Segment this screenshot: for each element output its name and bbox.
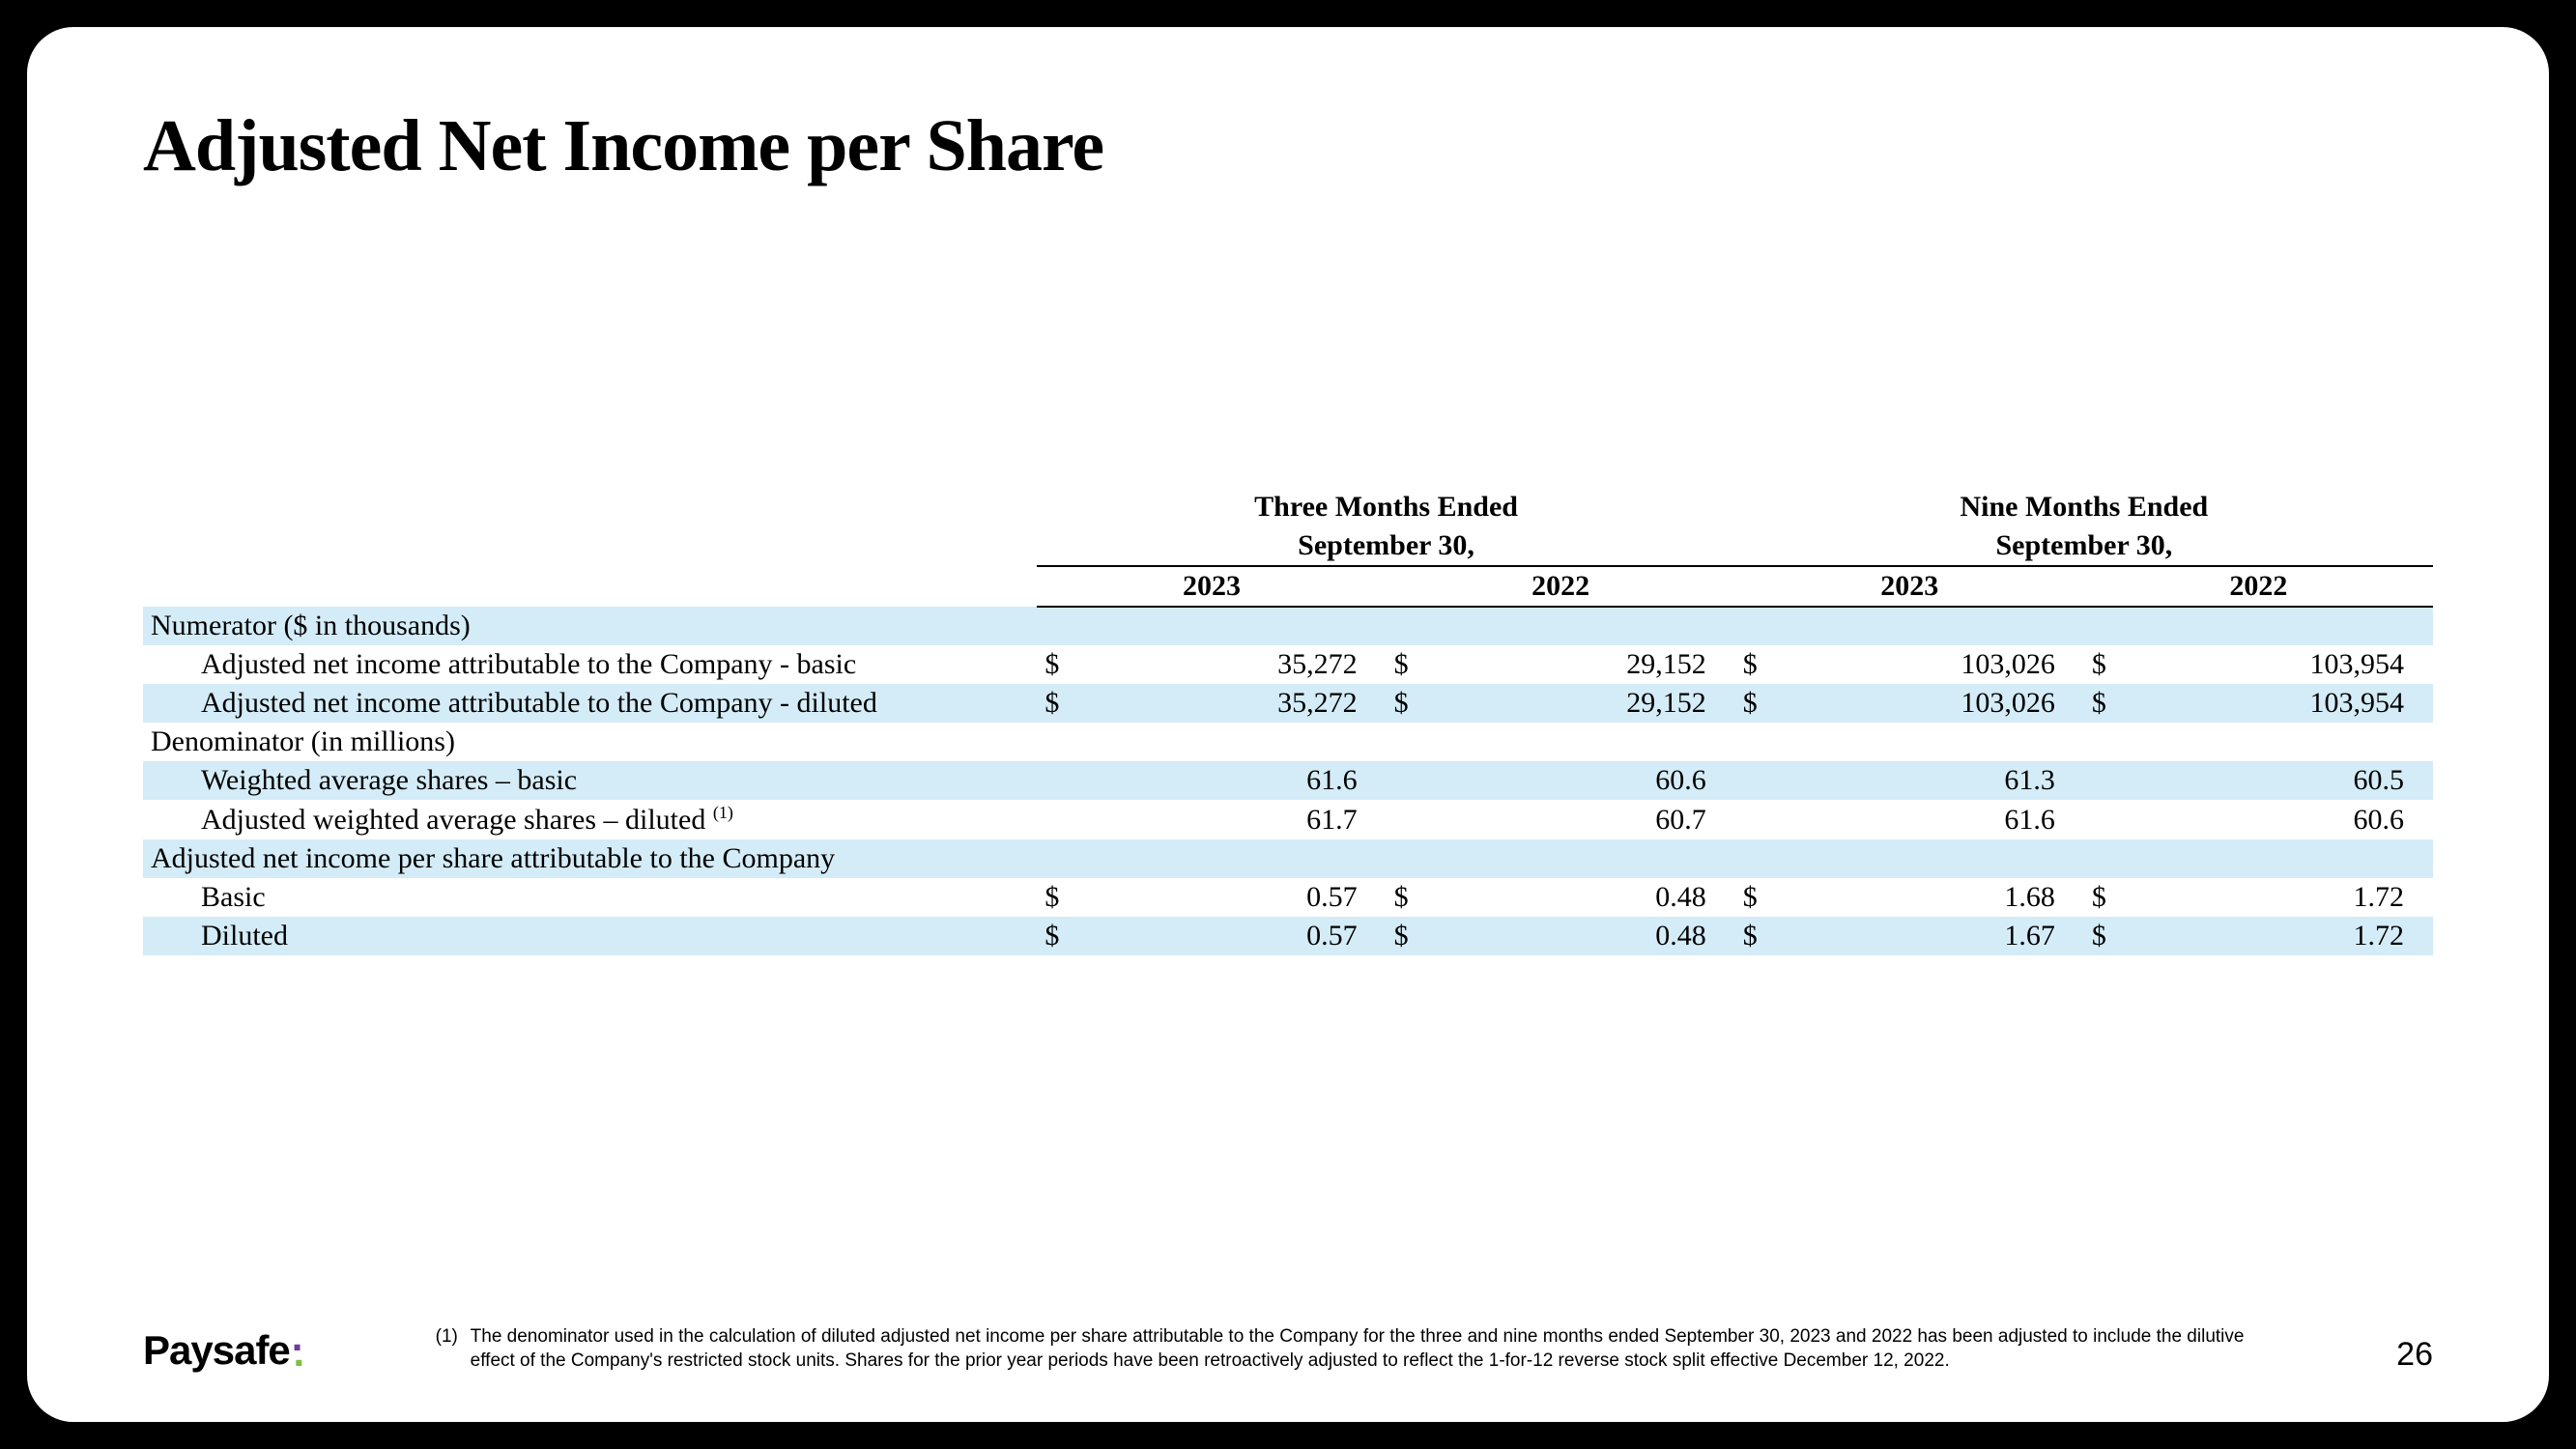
- ani-basic-row: Adjusted net income attributable to the …: [143, 645, 2433, 684]
- cell-val: 61.6: [1081, 761, 1387, 800]
- year-header-row: 2023 2022 2023 2022: [143, 566, 2433, 607]
- ani-diluted-label: Adjusted net income attributable to the …: [143, 684, 1037, 723]
- ps-basic-row: Basic $ 0.57 $ 0.48 $ 1.68 $ 1.72: [143, 878, 2433, 917]
- cell-val: 103,026: [1779, 645, 2084, 684]
- cell-val: 1.72: [2128, 917, 2433, 955]
- cell-val: 0.57: [1081, 878, 1387, 917]
- cell-val: 1.67: [1779, 917, 2084, 955]
- cell-sym: $: [2084, 645, 2128, 684]
- period1-sub: September 30,: [1037, 526, 1734, 566]
- logo-text: Paysafe: [143, 1327, 290, 1373]
- footnote-number: (1): [436, 1324, 471, 1374]
- cell-val: 1.68: [1779, 878, 2084, 917]
- was-diluted-label-text: Adjusted weighted average shares – dilut…: [201, 804, 713, 836]
- financial-table-wrap: Three Months Ended Nine Months Ended Sep…: [143, 488, 2433, 955]
- cell-val: 35,272: [1081, 684, 1387, 723]
- cell-val: 1.72: [2128, 878, 2433, 917]
- period-sub-row: September 30, September 30,: [143, 526, 2433, 566]
- p1-y1: 2023: [1037, 566, 1386, 607]
- cell-sym: $: [1037, 917, 1080, 955]
- cell-val: 61.3: [1779, 761, 2084, 800]
- cell-val: 61.6: [1779, 800, 2084, 839]
- p1-y2: 2022: [1387, 566, 1735, 607]
- footnote-text: The denominator used in the calculation …: [471, 1324, 2272, 1374]
- cell-val: 0.48: [1430, 917, 1735, 955]
- footer: Paysafe.. (1) The denominator used in th…: [143, 1324, 2433, 1374]
- was-basic-label: Weighted average shares – basic: [143, 761, 1037, 800]
- cell-sym: $: [1037, 684, 1080, 723]
- cell-val: 103,954: [2128, 645, 2433, 684]
- denominator-header: Denominator (in millions): [143, 723, 1037, 761]
- cell-val: 103,026: [1779, 684, 2084, 723]
- p2-y2: 2022: [2084, 566, 2433, 607]
- period2-sub: September 30,: [1735, 526, 2433, 566]
- anips-header-row: Adjusted net income per share attributab…: [143, 839, 2433, 878]
- logo-dot-green: .: [293, 1329, 303, 1375]
- cell-sym: $: [1735, 878, 1779, 917]
- cell-sym: $: [1735, 645, 1779, 684]
- cell-sym: $: [1387, 878, 1430, 917]
- cell-sym: $: [2084, 917, 2128, 955]
- page-title: Adjusted Net Income per Share: [143, 104, 2433, 188]
- footnote: (1) The denominator used in the calculat…: [436, 1324, 2272, 1374]
- was-diluted-row: Adjusted weighted average shares – dilut…: [143, 800, 2433, 839]
- page-number: 26: [2396, 1336, 2433, 1374]
- cell-val: 0.48: [1430, 878, 1735, 917]
- ani-diluted-row: Adjusted net income attributable to the …: [143, 684, 2433, 723]
- cell-sym: $: [1735, 684, 1779, 723]
- cell-val: 61.7: [1081, 800, 1387, 839]
- cell-val: 0.57: [1081, 917, 1387, 955]
- cell-val: 29,152: [1430, 645, 1735, 684]
- cell-sym: $: [1387, 917, 1430, 955]
- cell-val: 29,152: [1430, 684, 1735, 723]
- denominator-header-row: Denominator (in millions): [143, 723, 2433, 761]
- numerator-header: Numerator ($ in thousands): [143, 607, 1037, 645]
- cell-sym: $: [2084, 878, 2128, 917]
- period1-name: Three Months Ended: [1037, 488, 1734, 526]
- ps-diluted-row: Diluted $ 0.57 $ 0.48 $ 1.67 $ 1.72: [143, 917, 2433, 955]
- cell-sym: $: [1387, 645, 1430, 684]
- was-diluted-sup: (1): [713, 803, 733, 822]
- cell-val: 60.6: [1430, 761, 1735, 800]
- was-basic-row: Weighted average shares – basic 61.6 60.…: [143, 761, 2433, 800]
- period2-name: Nine Months Ended: [1735, 488, 2433, 526]
- cell-val: 60.6: [2128, 800, 2433, 839]
- financial-table: Three Months Ended Nine Months Ended Sep…: [143, 488, 2433, 955]
- period-header-row: Three Months Ended Nine Months Ended: [143, 488, 2433, 526]
- ps-diluted-label: Diluted: [143, 917, 1037, 955]
- paysafe-logo: Paysafe..: [143, 1327, 310, 1374]
- cell-sym: $: [1037, 645, 1080, 684]
- anips-header: Adjusted net income per share attributab…: [143, 839, 1037, 878]
- slide: Adjusted Net Income per Share Three Mont…: [27, 27, 2549, 1422]
- cell-sym: $: [2084, 684, 2128, 723]
- was-diluted-label: Adjusted weighted average shares – dilut…: [143, 800, 1037, 839]
- ani-basic-label: Adjusted net income attributable to the …: [143, 645, 1037, 684]
- cell-sym: $: [1735, 917, 1779, 955]
- cell-val: 35,272: [1081, 645, 1387, 684]
- p2-y1: 2023: [1735, 566, 2084, 607]
- cell-val: 103,954: [2128, 684, 2433, 723]
- cell-sym: $: [1387, 684, 1430, 723]
- cell-sym: $: [1037, 878, 1080, 917]
- cell-val: 60.5: [2128, 761, 2433, 800]
- ps-basic-label: Basic: [143, 878, 1037, 917]
- numerator-header-row: Numerator ($ in thousands): [143, 607, 2433, 645]
- cell-val: 60.7: [1430, 800, 1735, 839]
